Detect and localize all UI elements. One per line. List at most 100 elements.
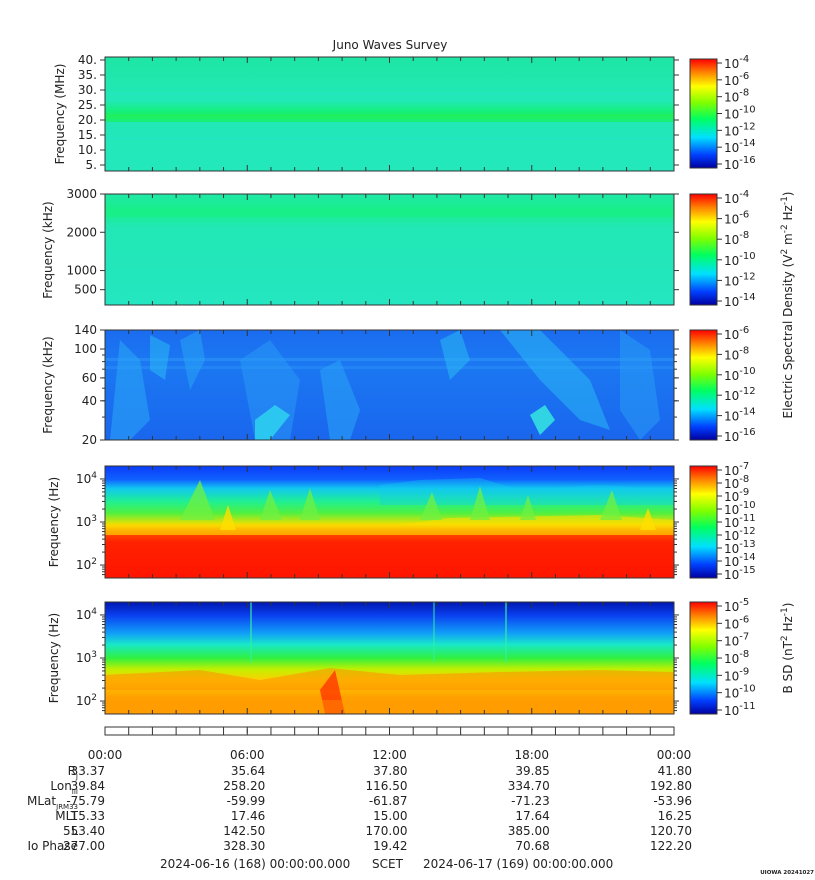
y-tick-label: 1000: [66, 264, 97, 278]
ephemeris-label: MLatJRM33: [27, 794, 78, 811]
colorbar-tick-label: 10-4: [724, 54, 749, 71]
colorbar-tick-label: 10-10: [724, 105, 756, 122]
colorbar-tick-label: 10-8: [724, 474, 749, 491]
colorbar-tick-label: 10-12: [724, 526, 756, 543]
footer-end: 2024-06-17 (169) 00:00:00.000: [423, 857, 613, 871]
panel-3-ylabel: Frequency (kHz): [41, 336, 55, 433]
ephemeris-value: 142.50: [223, 824, 265, 838]
colorbar-tick-label: 10-12: [724, 386, 756, 403]
ephemeris-value: 277.00: [63, 839, 105, 853]
time-label: 00:00: [657, 748, 692, 762]
colorbar-tick-label: 10-7: [724, 632, 749, 649]
panel-5: Frequency (Hz) 104 103 102: [47, 601, 679, 715]
panel-1-ylabel: Frequency (MHz): [53, 64, 67, 165]
y-tick-label: 30.: [78, 83, 97, 97]
y-tick-label: 60: [82, 371, 97, 385]
colorbar-tick-label: 10-8: [724, 88, 749, 105]
y-tick-label: 40.: [78, 53, 97, 67]
colorbar-tick-label: 10-16: [724, 427, 756, 444]
colorbar-tick-label: 10-14: [724, 138, 756, 155]
ephemeris-value: 33.37: [71, 764, 105, 778]
y-tick-label: 2000: [66, 225, 97, 239]
ephemeris-value: 15.00: [373, 809, 407, 823]
y-tick-label: 103: [76, 650, 97, 665]
y-tick-label: 35.: [78, 68, 97, 82]
ephemeris-value: -75.79: [66, 794, 105, 808]
colorbar-tick-label: 10-14: [724, 407, 756, 424]
ephemeris-value: 41.80: [658, 764, 692, 778]
panel-2: Frequency (kHz) 3000 2000 1000 500: [41, 187, 679, 306]
colorbar-tick-label: 10-10: [724, 251, 756, 268]
ephemeris-value: 70.68: [515, 839, 549, 853]
panel-4-ylabel: Frequency (Hz): [47, 477, 61, 568]
colorbar-tick-label: 10-10: [724, 500, 756, 517]
colorbar-tick-label: 10-11: [724, 701, 756, 718]
colorbar-tick-label: 10-6: [724, 210, 749, 227]
ephemeris-value: 334.70: [508, 779, 550, 793]
colorbar-2: 10-4 10-6 10-8 10-10 10-12 10-14: [689, 189, 756, 309]
colorbar-tick-label: 10-10: [724, 366, 756, 383]
y-tick-label: 3000: [66, 187, 97, 201]
y-tick-label: 10.: [78, 143, 97, 157]
colorbar-tick-label: 10-11: [724, 513, 756, 530]
colorbar-tick-label: 10-4: [724, 189, 749, 206]
ephemeris-value: 35.64: [231, 764, 265, 778]
time-label: 06:00: [230, 748, 265, 762]
ephemeris-value: -71.23: [511, 794, 550, 808]
ephemeris-value: 15.33: [71, 809, 105, 823]
colorbar-tick-label: 10-6: [724, 614, 749, 631]
colorbar-tick-label: 10-13: [724, 539, 756, 556]
ephemeris-value: 39.84: [71, 779, 105, 793]
colorbar-tick-label: 10-10: [724, 684, 756, 701]
y-tick-label: 20: [82, 433, 97, 447]
y-tick-label: 104: [76, 471, 97, 486]
colorbar-tick-label: 10-9: [724, 487, 749, 504]
ephemeris-value: 385.00: [508, 824, 550, 838]
ephemeris-label: LonIII: [50, 779, 78, 796]
colorbar-tick-label: 10-8: [724, 649, 749, 666]
y-tick-label: 40: [82, 394, 97, 408]
panel-2-ylabel: Frequency (kHz): [41, 201, 55, 298]
ephemeris-value: 116.50: [366, 779, 408, 793]
ephemeris-value: 37.80: [373, 764, 407, 778]
colorbar-tick-label: 10-6: [724, 71, 749, 88]
ephemeris-value: 17.64: [515, 809, 549, 823]
time-axis: [104, 726, 675, 736]
ephemeris-value: 553.40: [63, 824, 105, 838]
ephemeris-value: 170.00: [366, 824, 408, 838]
ephemeris-value: 122.20: [650, 839, 692, 853]
panel-3-emissions: [105, 330, 674, 440]
colorbar-tick-label: 10-9: [724, 666, 749, 683]
footer-scet: SCET: [372, 857, 404, 871]
colorbar-label-magnetic: B SD (nT2 Hz-1): [780, 603, 795, 694]
colorbar-4: 10-710-810-910-1010-1110-1210-1310-1410-…: [689, 461, 756, 582]
time-label: 18:00: [514, 748, 549, 762]
colorbar-tick-label: 10-6: [724, 325, 749, 342]
y-tick-label: 25.: [78, 98, 97, 112]
ephemeris-value: -53.96: [653, 794, 692, 808]
y-tick-label: 20.: [78, 113, 97, 127]
spectrogram-5: [105, 602, 674, 714]
colorbar-tick-label: 10-12: [724, 121, 756, 138]
y-tick-label: 102: [76, 557, 97, 572]
ephemeris-label: Io Phase: [27, 839, 78, 853]
colorbar-tick-label: 10-8: [724, 345, 749, 362]
y-tick-label: 500: [74, 283, 97, 297]
credit: UIOWA 20241027: [760, 870, 814, 876]
panel-2-yticks: 3000 2000 1000 500: [66, 187, 679, 297]
ephemeris-value: 328.30: [223, 839, 265, 853]
ephemeris-value: -61.87: [369, 794, 408, 808]
colorbar-tick-label: 10-7: [724, 461, 749, 478]
colorbar-tick-label: 10-14: [724, 292, 756, 309]
time-labels: 00:00 06:00 12:00 18:00 00:00: [88, 748, 692, 762]
y-tick-label: 100: [74, 342, 97, 356]
y-tick-label: 102: [76, 693, 97, 708]
chart-title: Juno Waves Survey: [332, 38, 448, 52]
panel-5-yticks: 104 103 102: [76, 607, 679, 712]
time-label: 12:00: [372, 748, 407, 762]
panel-1: Frequency (MHz) 40.35.30.25.20.15.10.5.: [53, 53, 679, 172]
